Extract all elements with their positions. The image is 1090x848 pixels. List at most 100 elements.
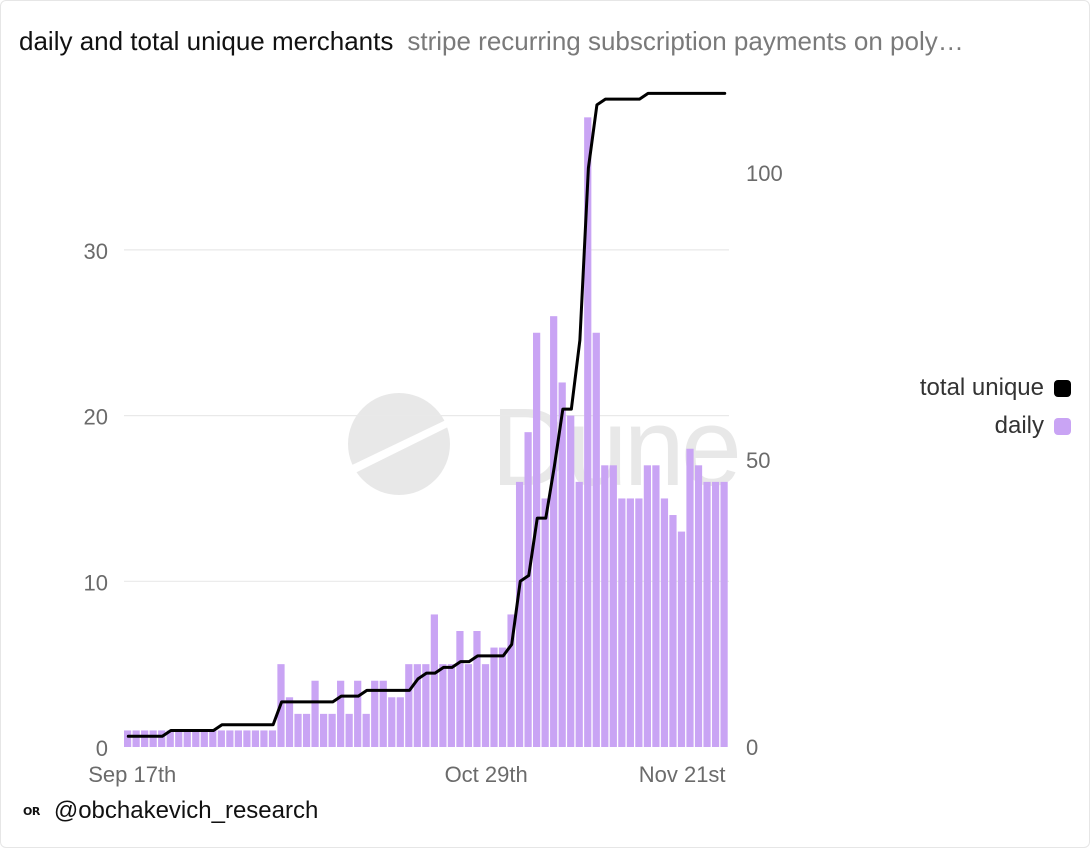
daily-bar[interactable] xyxy=(703,481,711,747)
daily-bar[interactable] xyxy=(183,730,191,747)
daily-bar[interactable] xyxy=(711,481,720,747)
daily-bar[interactable] xyxy=(515,481,524,747)
daily-bar[interactable] xyxy=(550,316,558,747)
daily-bar[interactable] xyxy=(422,664,430,747)
daily-bar[interactable] xyxy=(533,332,541,747)
daily-bar[interactable] xyxy=(720,481,728,747)
daily-bar[interactable] xyxy=(302,713,311,747)
daily-bar[interactable] xyxy=(319,713,328,747)
daily-bar[interactable] xyxy=(260,730,268,747)
daily-bar[interactable] xyxy=(371,680,379,747)
dune-watermark: Dune xyxy=(348,386,742,509)
daily-bar[interactable] xyxy=(124,730,132,747)
daily-bar[interactable] xyxy=(192,730,200,747)
daily-bars xyxy=(124,117,728,748)
y-left-tick-label: 30 xyxy=(84,239,108,264)
daily-bar[interactable] xyxy=(592,332,600,747)
daily-bar[interactable] xyxy=(447,664,456,747)
daily-bar[interactable] xyxy=(694,465,703,747)
daily-bar[interactable] xyxy=(430,614,438,747)
daily-bar[interactable] xyxy=(558,382,566,747)
daily-bar[interactable] xyxy=(396,697,404,747)
legend: total unique daily xyxy=(920,369,1071,445)
daily-bar[interactable] xyxy=(643,465,652,747)
y-right-tick-label: 0 xyxy=(746,735,758,760)
daily-bar[interactable] xyxy=(405,664,413,747)
daily-bar[interactable] xyxy=(507,614,515,747)
x-axis: Sep 17th Oct 29th Nov 21st xyxy=(88,762,725,787)
y-right-tick-label: 50 xyxy=(746,448,770,473)
daily-bar[interactable] xyxy=(498,647,507,747)
daily-bar[interactable] xyxy=(132,730,140,747)
daily-bar[interactable] xyxy=(268,730,277,747)
daily-bar[interactable] xyxy=(166,730,174,747)
x-tick-label: Sep 17th xyxy=(88,762,176,787)
daily-bar[interactable] xyxy=(481,664,490,747)
daily-bar[interactable] xyxy=(226,730,234,747)
legend-swatch-total-unique xyxy=(1054,379,1071,397)
y-left-tick-label: 0 xyxy=(96,736,108,761)
daily-bar[interactable] xyxy=(337,680,345,747)
daily-bar[interactable] xyxy=(618,498,626,747)
legend-label-total-unique: total unique xyxy=(919,374,1044,401)
author-handle[interactable]: @obchakevich_research xyxy=(53,797,319,824)
legend-label-daily: daily xyxy=(994,412,1044,439)
daily-bar[interactable] xyxy=(328,713,336,747)
daily-bar[interactable] xyxy=(158,730,166,747)
footer: OR @obchakevich_research xyxy=(23,797,318,825)
daily-bar[interactable] xyxy=(354,680,362,747)
daily-bar[interactable] xyxy=(464,664,473,747)
daily-bar[interactable] xyxy=(388,697,396,747)
dune-logo-icon xyxy=(348,393,450,495)
y-left-tick-label: 20 xyxy=(84,405,108,430)
daily-bar[interactable] xyxy=(149,730,157,747)
daily-bar[interactable] xyxy=(584,117,592,748)
daily-bar[interactable] xyxy=(439,664,447,747)
daily-bar[interactable] xyxy=(456,631,464,747)
daily-bar[interactable] xyxy=(601,465,609,747)
daily-bar[interactable] xyxy=(345,713,353,747)
daily-bar[interactable] xyxy=(677,531,686,747)
x-tick-label: Oct 29th xyxy=(445,762,528,787)
daily-bar[interactable] xyxy=(524,432,532,747)
daily-bar[interactable] xyxy=(311,680,319,747)
daily-bar[interactable] xyxy=(575,481,583,747)
daily-bar[interactable] xyxy=(626,498,634,747)
daily-bar[interactable] xyxy=(141,730,149,747)
legend-item-total-unique[interactable]: total unique xyxy=(920,369,1071,407)
daily-bar[interactable] xyxy=(209,730,217,747)
research-logo-icon: OR xyxy=(23,804,40,818)
daily-bar[interactable] xyxy=(362,713,370,747)
daily-bar[interactable] xyxy=(217,730,225,747)
total-unique-line xyxy=(126,91,727,738)
daily-bar[interactable] xyxy=(669,515,677,747)
daily-bar[interactable] xyxy=(652,465,660,747)
daily-bar[interactable] xyxy=(541,498,549,747)
daily-bar[interactable] xyxy=(473,631,481,747)
y-left-tick-label: 10 xyxy=(84,570,108,595)
x-tick-label: Nov 21st xyxy=(639,762,726,787)
y-right-tick-label: 100 xyxy=(746,161,783,186)
daily-bar[interactable] xyxy=(243,730,251,747)
daily-bar[interactable] xyxy=(609,465,617,747)
daily-bar[interactable] xyxy=(635,498,643,747)
daily-bar[interactable] xyxy=(490,647,498,747)
legend-item-daily[interactable]: daily xyxy=(920,407,1071,445)
daily-bar[interactable] xyxy=(379,680,387,747)
daily-bar[interactable] xyxy=(200,730,208,747)
daily-bar[interactable] xyxy=(294,713,302,747)
daily-bar[interactable] xyxy=(251,730,260,747)
legend-swatch-daily xyxy=(1054,417,1071,435)
y-axis-left: 0 10 20 30 xyxy=(84,239,108,761)
daily-bar[interactable] xyxy=(175,730,183,747)
daily-bar[interactable] xyxy=(285,697,294,747)
dune-logo-slash xyxy=(350,419,448,474)
daily-bar[interactable] xyxy=(686,448,694,747)
total-unique-series-line[interactable] xyxy=(126,91,727,738)
daily-bar[interactable] xyxy=(413,664,421,747)
daily-bar[interactable] xyxy=(567,415,575,747)
daily-bar[interactable] xyxy=(234,730,242,747)
daily-bar[interactable] xyxy=(660,498,669,747)
